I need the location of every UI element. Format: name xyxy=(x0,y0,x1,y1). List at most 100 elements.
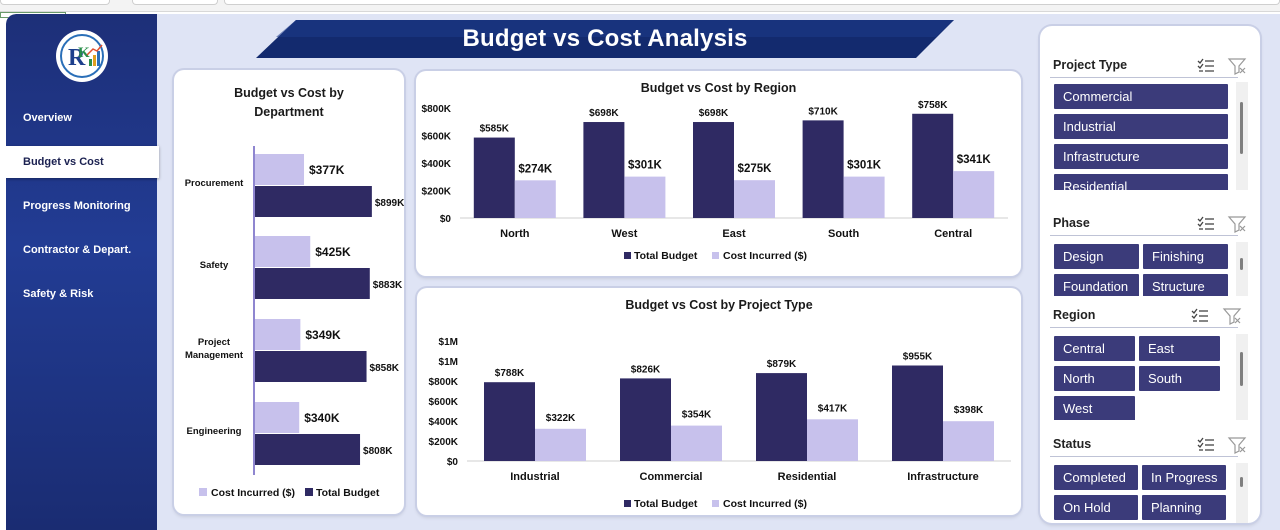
project-y-tick: $400K xyxy=(429,417,459,428)
region-cost-bar xyxy=(953,171,995,218)
region-category-label: West xyxy=(611,228,637,240)
project-cost-label: $398K xyxy=(954,405,984,416)
slicer-option-industrial[interactable]: Industrial xyxy=(1054,114,1228,139)
department-chart-card[interactable]: Budget vs Cost by Department $377K $899K P… xyxy=(174,70,404,514)
slicer-divider xyxy=(1050,235,1238,236)
nav-item-safety-risk[interactable]: Safety & Risk xyxy=(23,288,94,300)
multi-select-icon[interactable] xyxy=(1190,306,1210,326)
slicer-option-commercial[interactable]: Commercial xyxy=(1054,84,1228,109)
region-budget-bar xyxy=(912,113,954,218)
slicer-option-planning[interactable]: Planning xyxy=(1142,495,1226,520)
toolbar-tab[interactable] xyxy=(0,0,110,5)
region-legend-cost-label: Cost Incurred ($) xyxy=(723,250,807,262)
slicer-option-central[interactable]: Central xyxy=(1054,336,1135,361)
region-budget-label: $758K xyxy=(918,100,948,111)
department-cost-label: $425K xyxy=(315,245,351,259)
department-category-label: Engineering xyxy=(187,426,242,437)
project-cost-label: $322K xyxy=(546,413,576,424)
department-cost-label: $340K xyxy=(304,411,340,425)
region-cost-bar xyxy=(734,180,775,218)
region-budget-label: $710K xyxy=(808,106,838,117)
multi-select-icon[interactable] xyxy=(1196,56,1216,76)
clear-filter-icon[interactable] xyxy=(1227,56,1247,76)
region-y-tick: $0 xyxy=(440,214,452,225)
project-cost-bar xyxy=(943,421,994,461)
project-y-tick: $1M xyxy=(439,357,458,368)
formula-bar[interactable] xyxy=(224,0,1280,5)
region-legend-budget-label: Total Budget xyxy=(634,250,698,262)
slicer-option-north[interactable]: North xyxy=(1054,366,1135,391)
slicer-option-design[interactable]: Design xyxy=(1054,244,1139,269)
department-chart: $377K $899K Procurement $425K $883K Safety $34… xyxy=(185,146,404,499)
region-category-label: Central xyxy=(934,228,972,240)
department-budget-bar xyxy=(255,434,361,465)
project-budget-label: $955K xyxy=(903,352,933,363)
department-chart-title-line1: Budget vs Cost by xyxy=(234,86,344,100)
region-budget-label: $698K xyxy=(589,108,619,119)
department-chart-title-line2: Department xyxy=(254,105,324,119)
slicer-scrollbar[interactable] xyxy=(1236,242,1248,296)
slicer-option-west[interactable]: West xyxy=(1054,396,1135,420)
slicer-option-finishing[interactable]: Finishing xyxy=(1143,244,1228,269)
slicer-option-structure[interactable]: Structure xyxy=(1143,274,1228,296)
legend-budget-label: Total Budget xyxy=(316,487,380,499)
scrollbar-thumb[interactable] xyxy=(1240,258,1243,270)
project-y-tick: $200K xyxy=(429,437,459,448)
svg-text:R: R xyxy=(68,45,86,71)
project-cost-label: $354K xyxy=(682,410,712,421)
legend-cost-swatch xyxy=(199,488,207,496)
nav-item-budget-vs-cost[interactable]: Budget vs Cost xyxy=(6,146,159,178)
project-cost-bar xyxy=(671,425,722,461)
nav-item-progress-monitoring[interactable]: Progress Monitoring xyxy=(23,200,131,212)
slicer-header-status: Status xyxy=(1040,433,1260,457)
slicer-scrollbar[interactable] xyxy=(1236,82,1248,190)
project-cost-bar xyxy=(535,428,586,461)
project-budget-bar xyxy=(620,378,671,461)
clear-filter-icon[interactable] xyxy=(1227,214,1247,234)
project-chart-card[interactable]: Budget vs Cost by Project Type $0 $200K $4… xyxy=(417,288,1021,515)
toolbar-tab[interactable] xyxy=(132,0,218,5)
region-budget-bar xyxy=(583,122,625,218)
region-chart-card[interactable]: Budget vs Cost by Region $0 $200K $400K $60… xyxy=(416,71,1021,276)
project-legend-cost-label: Cost Incurred ($) xyxy=(723,498,807,510)
slicer-scrollbar[interactable] xyxy=(1236,334,1248,420)
department-budget-label: $858K xyxy=(370,363,400,374)
department-budget-label: $883K xyxy=(373,280,403,291)
slicer-option-infrastructure[interactable]: Infrastructure xyxy=(1054,144,1228,169)
region-y-tick: $800K xyxy=(422,104,452,115)
region-budget-label: $698K xyxy=(699,108,729,119)
clear-filter-icon[interactable] xyxy=(1222,306,1242,326)
slicer-option-on-hold[interactable]: On Hold xyxy=(1054,495,1138,520)
company-logo: R K xyxy=(56,30,108,82)
region-legend-cost-swatch xyxy=(712,252,719,259)
slicer-title-status: Status xyxy=(1053,437,1092,451)
region-cost-label: $274K xyxy=(518,163,553,175)
slicer-option-foundation[interactable]: Foundation xyxy=(1054,274,1139,296)
slicer-scrollbar[interactable] xyxy=(1236,463,1248,523)
nav-item-contractor-depart[interactable]: Contractor & Depart. xyxy=(23,244,132,256)
slicer-option-completed[interactable]: Completed xyxy=(1054,465,1138,490)
multi-select-icon[interactable] xyxy=(1196,214,1216,234)
nav-item-overview[interactable]: Overview xyxy=(23,112,72,124)
slicer-list-project-type: Commercial Industrial Infrastructure Reside… xyxy=(1040,82,1240,190)
project-legend-budget-swatch xyxy=(624,500,631,507)
scrollbar-thumb[interactable] xyxy=(1240,352,1243,386)
multi-select-icon[interactable] xyxy=(1196,435,1216,455)
project-y-tick: $600K xyxy=(429,397,459,408)
slicer-list-region: Central East North South West xyxy=(1040,334,1240,420)
department-budget-label: $899K xyxy=(375,198,404,209)
slicer-header-project-type: Project Type xyxy=(1040,54,1260,78)
slicer-option-east[interactable]: East xyxy=(1139,336,1220,361)
project-category-label: Residential xyxy=(778,471,837,483)
scrollbar-thumb[interactable] xyxy=(1240,477,1243,487)
page-banner: Budget vs Cost Analysis xyxy=(256,20,954,58)
clear-filter-icon[interactable] xyxy=(1227,435,1247,455)
slicer-option-in-progress[interactable]: In Progress xyxy=(1142,465,1226,490)
scrollbar-thumb[interactable] xyxy=(1240,102,1243,154)
slicer-list-status: Completed In Progress On Hold Planning xyxy=(1040,463,1240,523)
department-category-label: Procurement xyxy=(185,178,244,189)
dashboard-canvas: R K Overview Budget vs Cost Progress Monit… xyxy=(6,14,1280,530)
slicer-option-residential[interactable]: Residential xyxy=(1054,174,1228,190)
slicer-option-south[interactable]: South xyxy=(1139,366,1220,391)
department-cost-bar xyxy=(255,236,311,267)
